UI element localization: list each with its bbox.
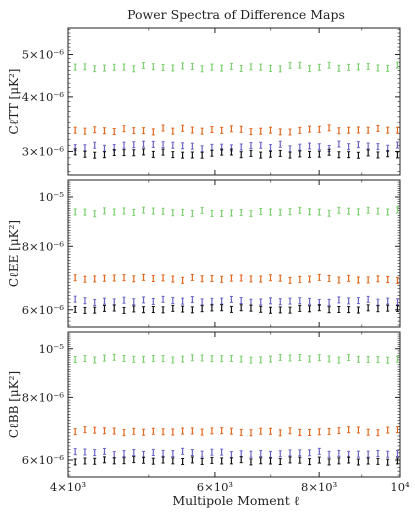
series-2: [73, 124, 399, 136]
series-4: [73, 304, 399, 314]
x-tick-label: 10⁴: [390, 480, 410, 494]
y-tick-label: 4×10⁻⁶: [22, 90, 65, 104]
series-4: [73, 148, 399, 159]
y-tick-label: 8×10⁻⁶: [22, 239, 65, 253]
series-4: [73, 456, 399, 466]
panel-frame: [67, 331, 401, 478]
x-tick-labels: 4×10³ 6×10³ 8×10³ 10⁴: [50, 480, 410, 494]
panel-frame: [67, 27, 401, 176]
y-tick-label: 10⁻⁵: [39, 190, 65, 204]
panel-frame: [67, 179, 401, 328]
panel-3: 6×10⁻⁶ 8×10⁻⁶ 10⁻⁵ CℓBB [μK²]: [7, 331, 401, 478]
x-axis-label: Multipole Moment ℓ: [172, 493, 299, 508]
y-tick-label: 3×10⁻⁶: [22, 144, 65, 158]
series-1: [73, 61, 399, 73]
y-tick-label: 6×10⁻⁶: [22, 453, 65, 467]
panel-2: 6×10⁻⁶ 8×10⁻⁶ 10⁻⁵ CℓEE [μK²]: [7, 179, 401, 328]
y-tick-label: 10⁻⁵: [39, 342, 65, 356]
series-2: [73, 426, 399, 437]
y-tick-label: 8×10⁻⁶: [22, 390, 65, 404]
series-3: [73, 447, 399, 459]
y-tick-label: 5×10⁻⁶: [22, 48, 65, 62]
series-2: [73, 273, 399, 284]
y-axis-label: CℓEE [μK²]: [7, 220, 21, 287]
x-tick-label: 4×10³: [50, 480, 87, 494]
y-tick-label: 6×10⁻⁶: [22, 303, 65, 317]
series-1: [73, 353, 399, 364]
x-tick-label: 8×10³: [301, 480, 338, 494]
series-1: [73, 206, 399, 218]
series-3: [73, 140, 399, 153]
series-3: [73, 295, 399, 306]
chart-title: Power Spectra of Difference Maps: [127, 7, 345, 22]
y-axis-label: CℓBB [μK²]: [7, 371, 21, 438]
x-tick-label: 6×10³: [197, 480, 234, 494]
y-axis-label: CℓTT [μK²]: [7, 69, 21, 135]
